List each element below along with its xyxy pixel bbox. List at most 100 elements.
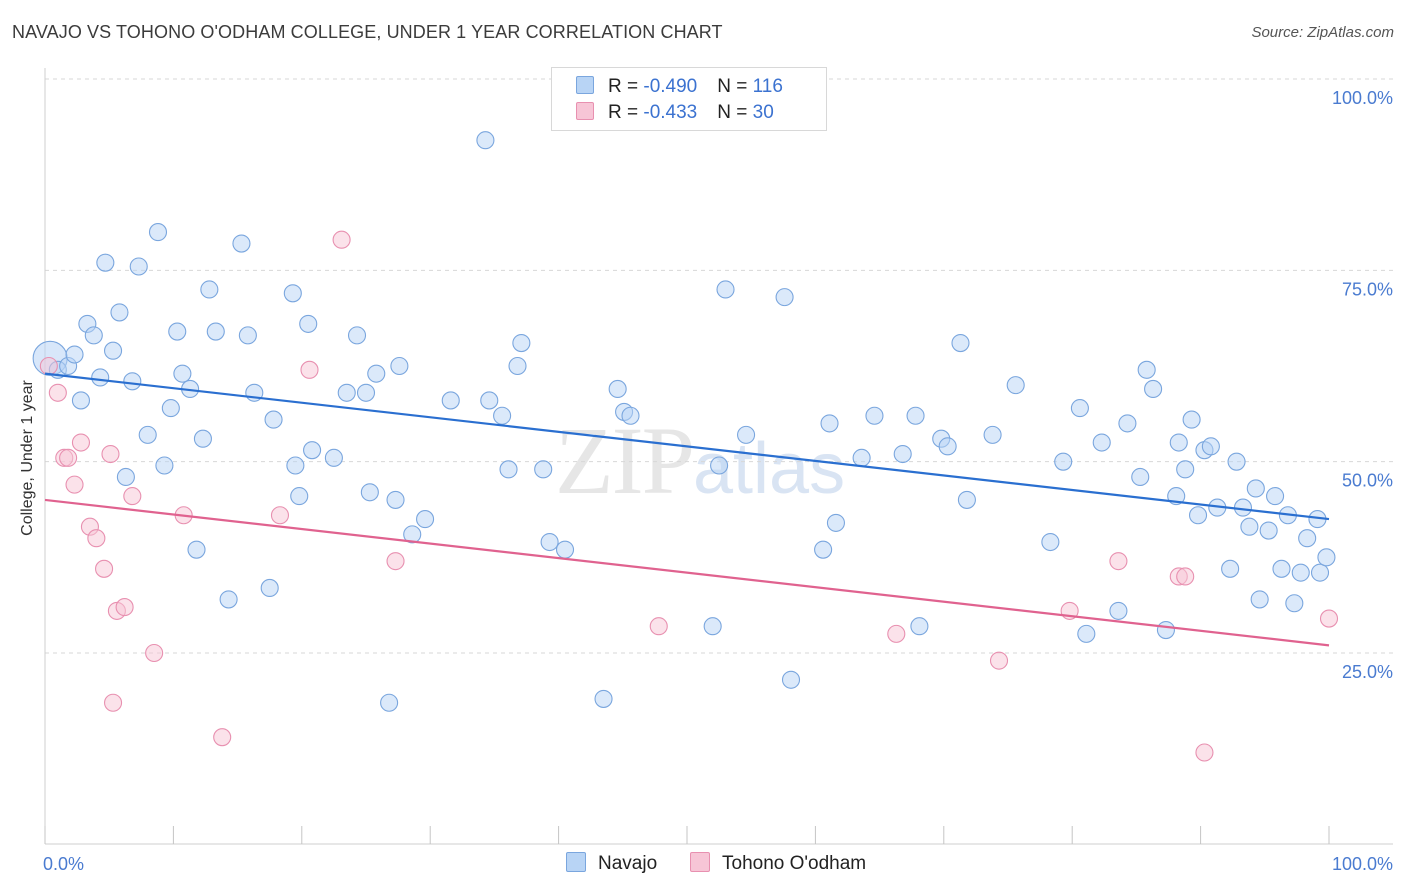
navajo-point — [1156, 620, 1175, 640]
navajo-point — [1201, 437, 1220, 456]
navajo-point — [865, 406, 884, 425]
legend-r-value-navajo: -0.490 — [643, 76, 698, 97]
navajo-point — [951, 333, 970, 353]
navajo-swatch — [576, 76, 594, 94]
navajo-point — [1227, 452, 1246, 471]
y-tick-label: 75.0% — [1342, 279, 1393, 299]
navajo-point — [983, 425, 1002, 444]
navajo-point — [781, 670, 801, 689]
navajo-point — [621, 406, 640, 425]
navajo-point — [168, 322, 187, 341]
navajo-point — [441, 391, 460, 410]
tohono-point — [649, 617, 668, 636]
navajo-point — [1006, 376, 1025, 395]
y-tick-label: 25.0% — [1342, 662, 1393, 682]
y-axis-label: College, Under 1 year — [19, 380, 36, 536]
navajo-point — [104, 341, 123, 360]
navajo-point — [893, 444, 912, 464]
navajo-point — [1310, 563, 1330, 582]
navajo-point — [193, 429, 212, 448]
y-tick-label: 50.0% — [1342, 471, 1393, 491]
y-tick-label: 100.0% — [1332, 88, 1393, 108]
legend-item-navajo: Navajo — [566, 852, 657, 875]
navajo-point — [1131, 467, 1150, 487]
navajo-point — [608, 379, 627, 399]
tohono-point — [1176, 567, 1195, 586]
navajo-point — [1176, 460, 1195, 479]
navajo-point — [1250, 590, 1269, 609]
tohono-point — [71, 433, 91, 452]
navajo-point — [303, 441, 322, 460]
tohono-trend-line — [44, 498, 1330, 647]
tohono-point — [213, 728, 232, 747]
tohono-point — [95, 559, 114, 578]
navajo-point — [403, 525, 422, 544]
navajo-point — [910, 617, 929, 636]
tohono-legend-swatch — [690, 852, 710, 872]
navajo-point — [476, 131, 495, 150]
x-tick-label: 100.0% — [1332, 854, 1393, 874]
navajo-point — [1109, 601, 1128, 620]
tohono-point — [87, 529, 106, 548]
navajo-point — [480, 391, 499, 410]
navajo-point — [1144, 379, 1163, 399]
navajo-point — [1246, 479, 1265, 498]
navajo-point — [367, 364, 386, 383]
navajo-point — [299, 314, 318, 333]
points-layer — [32, 131, 1339, 762]
navajo-point — [814, 540, 833, 559]
navajo-point — [260, 578, 279, 597]
navajo-point — [1169, 433, 1188, 452]
navajo-point — [1221, 559, 1240, 578]
legend-r-label: R = — [608, 102, 644, 123]
navajo-point — [200, 280, 219, 299]
navajo-point — [1054, 452, 1073, 471]
watermark: ZIPatlas — [555, 405, 845, 516]
legend-n-label: N = — [717, 102, 753, 123]
navajo-point — [703, 617, 722, 636]
navajo-point — [1137, 360, 1156, 379]
navajo-point — [324, 448, 343, 467]
source-credit: Source: ZipAtlas.com — [1251, 24, 1394, 41]
navajo-point — [540, 532, 559, 552]
navajo-point — [219, 590, 238, 609]
navajo-point — [716, 280, 735, 299]
series-legend: Navajo Tohono O'odham — [0, 852, 1406, 876]
navajo-point — [129, 257, 148, 276]
navajo-point — [380, 693, 399, 712]
navajo-point — [286, 456, 305, 475]
tohono-point — [332, 230, 351, 249]
navajo-legend-swatch — [566, 852, 586, 872]
navajo-point — [116, 467, 135, 487]
navajo-point — [416, 510, 435, 529]
navajo-point — [138, 425, 157, 444]
navajo-point — [957, 490, 976, 509]
navajo-point — [123, 372, 142, 391]
navajo-point — [161, 399, 180, 418]
legend-item-tohono: Tohono O'odham — [690, 852, 866, 875]
navajo-point — [71, 391, 91, 410]
tohono-point — [48, 383, 67, 402]
navajo-point — [1272, 559, 1291, 578]
chart-title: NAVAJO VS TOHONO O'ODHAM COLLEGE, UNDER … — [12, 22, 723, 42]
tohono-point — [115, 598, 134, 617]
watermark-zip: ZIP — [555, 407, 695, 514]
tohono-point — [123, 487, 142, 506]
trend-layer — [44, 372, 1330, 647]
navajo-point — [1182, 410, 1201, 429]
navajo-point — [356, 383, 376, 402]
navajo-point — [96, 253, 115, 272]
navajo-point — [1259, 521, 1278, 540]
navajo-point — [1077, 624, 1096, 643]
navajo-point — [65, 345, 84, 364]
navajo-point — [1070, 399, 1089, 418]
navajo-point — [1092, 433, 1111, 452]
axis-layer — [44, 68, 1393, 845]
navajo-point — [534, 460, 553, 479]
navajo-point — [499, 460, 518, 479]
navajo-point — [360, 483, 379, 502]
navajo-point — [283, 284, 302, 303]
correlation-legend: R = -0.490 N = 116 R = -0.433 N = 30 — [551, 67, 827, 131]
navajo-point — [1317, 548, 1336, 567]
legend-n-label: N = — [717, 76, 753, 97]
